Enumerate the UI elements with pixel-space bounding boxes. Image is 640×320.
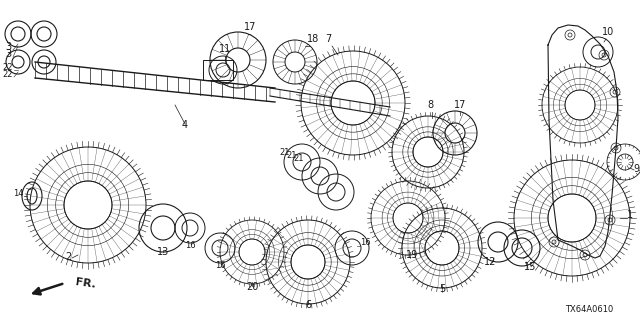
Text: 18: 18: [307, 34, 319, 44]
Text: 16: 16: [360, 238, 371, 247]
Text: 5: 5: [439, 284, 445, 294]
Text: 17: 17: [244, 22, 256, 32]
Text: 9: 9: [633, 164, 639, 174]
Text: 2: 2: [65, 252, 71, 262]
Text: 7: 7: [325, 34, 331, 44]
Text: 16: 16: [214, 261, 225, 270]
Text: 4: 4: [182, 120, 188, 130]
Text: 14: 14: [13, 189, 23, 198]
Text: 1: 1: [627, 210, 633, 220]
Text: 3: 3: [5, 49, 11, 59]
Text: 21: 21: [294, 154, 304, 163]
Text: 11: 11: [219, 44, 231, 54]
Text: 19: 19: [406, 250, 418, 260]
Text: 13: 13: [157, 247, 169, 257]
Text: 20: 20: [246, 282, 258, 292]
Text: 21: 21: [287, 151, 297, 160]
Text: 22: 22: [3, 70, 13, 79]
Text: FR.: FR.: [75, 276, 97, 289]
Text: 16: 16: [185, 241, 195, 250]
Text: 17: 17: [454, 100, 466, 110]
Text: 22: 22: [3, 63, 13, 72]
Text: 12: 12: [484, 257, 496, 267]
Text: 21: 21: [280, 148, 290, 157]
Text: TX64A0610: TX64A0610: [565, 305, 613, 314]
Text: 8: 8: [427, 100, 433, 110]
Text: 3: 3: [5, 42, 11, 52]
Bar: [203, 60, 233, 80]
Text: 10: 10: [602, 27, 614, 37]
Text: 15: 15: [524, 262, 536, 272]
Text: 6: 6: [305, 300, 311, 310]
